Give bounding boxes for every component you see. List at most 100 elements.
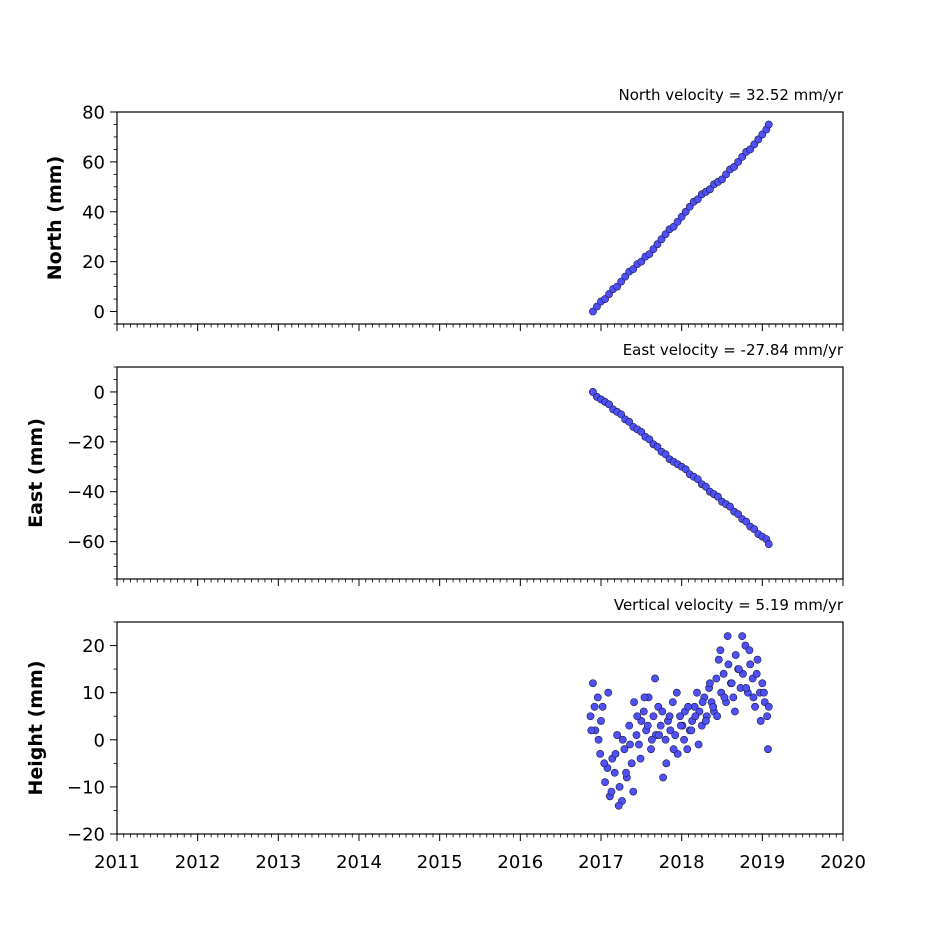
y-tick-label: −10 xyxy=(67,777,105,798)
north-ticks: 0 20 40 60 80 xyxy=(82,103,844,331)
y-tick-label: −40 xyxy=(67,482,105,503)
data-point xyxy=(694,740,703,749)
data-point xyxy=(719,669,728,678)
north-points xyxy=(589,120,773,316)
north-panel: 0 20 40 60 80 North velocity = 32.52 mm/yr N… xyxy=(44,86,844,331)
data-point xyxy=(683,745,692,754)
data-point xyxy=(720,693,729,702)
height-ylabel: Height (mm) xyxy=(25,660,47,795)
y-tick-label: −60 xyxy=(67,532,105,553)
data-point xyxy=(658,707,667,716)
y-tick-label: 40 xyxy=(82,202,105,223)
data-point xyxy=(661,735,670,744)
data-point xyxy=(684,702,693,711)
y-tick-label: 0 xyxy=(94,302,105,323)
height-points xyxy=(586,632,773,810)
x-tick-label: 2014 xyxy=(336,852,382,873)
east-panel: 0−20−40−60 East velocity = -27.84 mm/yr … xyxy=(25,341,844,586)
data-point xyxy=(590,702,599,711)
data-point xyxy=(764,745,772,754)
data-point xyxy=(753,655,762,664)
data-point xyxy=(731,651,740,659)
data-point xyxy=(745,646,754,655)
x-tick-label: 2011 xyxy=(94,852,140,873)
data-point xyxy=(729,693,738,702)
data-point xyxy=(758,679,767,688)
data-point xyxy=(724,660,733,669)
x-tick-label: 2013 xyxy=(255,852,301,873)
height-ticks: 2011 2012 2013 2014 2015 2016 2017 2018 2019 2020… xyxy=(67,621,866,873)
data-point xyxy=(594,735,603,744)
north-velocity-title: North velocity = 32.52 mm/yr xyxy=(619,86,844,104)
data-point xyxy=(680,735,688,744)
data-point xyxy=(622,768,630,777)
data-point xyxy=(640,693,649,702)
y-tick-label: −20 xyxy=(67,432,105,453)
data-point xyxy=(586,712,595,721)
data-point xyxy=(701,717,710,725)
data-point xyxy=(615,782,624,791)
x-tick-label: 2015 xyxy=(417,852,463,873)
data-point xyxy=(727,679,736,688)
data-point xyxy=(746,660,755,669)
data-point xyxy=(687,726,696,735)
data-point xyxy=(618,735,627,744)
data-point xyxy=(763,712,772,721)
east-velocity-title: East velocity = -27.84 mm/yr xyxy=(623,341,844,359)
data-point xyxy=(671,731,680,739)
x-tick-label: 2019 xyxy=(739,852,785,873)
data-point xyxy=(714,655,723,664)
height-panel: 2011 2012 2013 2014 2015 2016 2017 2018 2019 2020… xyxy=(25,596,866,873)
data-point xyxy=(614,801,623,810)
data-point xyxy=(676,712,684,721)
vertical-velocity-title: Vertical velocity = 5.19 mm/yr xyxy=(614,596,844,614)
data-point xyxy=(669,745,678,754)
data-point xyxy=(629,787,638,796)
east-points xyxy=(589,388,773,548)
y-tick-label: 20 xyxy=(82,252,105,273)
data-point xyxy=(723,632,732,641)
data-point xyxy=(598,702,607,711)
data-point xyxy=(655,731,663,739)
data-point xyxy=(691,712,700,721)
data-point xyxy=(630,698,638,706)
data-point xyxy=(589,679,597,688)
data-point xyxy=(649,712,658,721)
data-point xyxy=(626,740,634,749)
data-point xyxy=(751,702,759,711)
y-tick-label: 10 xyxy=(82,683,105,704)
data-point xyxy=(668,698,677,706)
y-tick-label: 0 xyxy=(94,382,105,403)
data-point xyxy=(627,759,636,768)
data-point xyxy=(597,717,605,725)
data-point xyxy=(735,665,743,674)
data-point xyxy=(665,712,674,721)
data-point xyxy=(596,750,605,758)
east-ylabel: East (mm) xyxy=(25,418,47,528)
data-point xyxy=(713,712,722,721)
data-point xyxy=(610,768,619,777)
data-point xyxy=(651,674,659,683)
y-tick-label: −20 xyxy=(67,825,105,846)
data-point xyxy=(709,702,718,711)
data-point xyxy=(662,759,671,768)
data-point xyxy=(635,740,643,749)
data-point xyxy=(633,712,642,721)
data-point xyxy=(600,759,609,768)
x-tick-label: 2016 xyxy=(497,852,543,873)
x-tick-label: 2017 xyxy=(578,852,624,873)
data-point xyxy=(698,698,707,706)
data-point xyxy=(693,688,701,697)
data-point xyxy=(764,540,773,548)
data-point xyxy=(676,721,685,730)
data-point xyxy=(656,721,665,730)
data-point xyxy=(643,721,652,730)
y-tick-label: 20 xyxy=(82,636,105,657)
data-point xyxy=(764,702,773,711)
data-point xyxy=(764,120,773,129)
y-tick-label: 0 xyxy=(94,730,105,751)
east-ticks: 0 −20 −40 −60 xyxy=(67,366,844,586)
data-point xyxy=(587,726,596,735)
